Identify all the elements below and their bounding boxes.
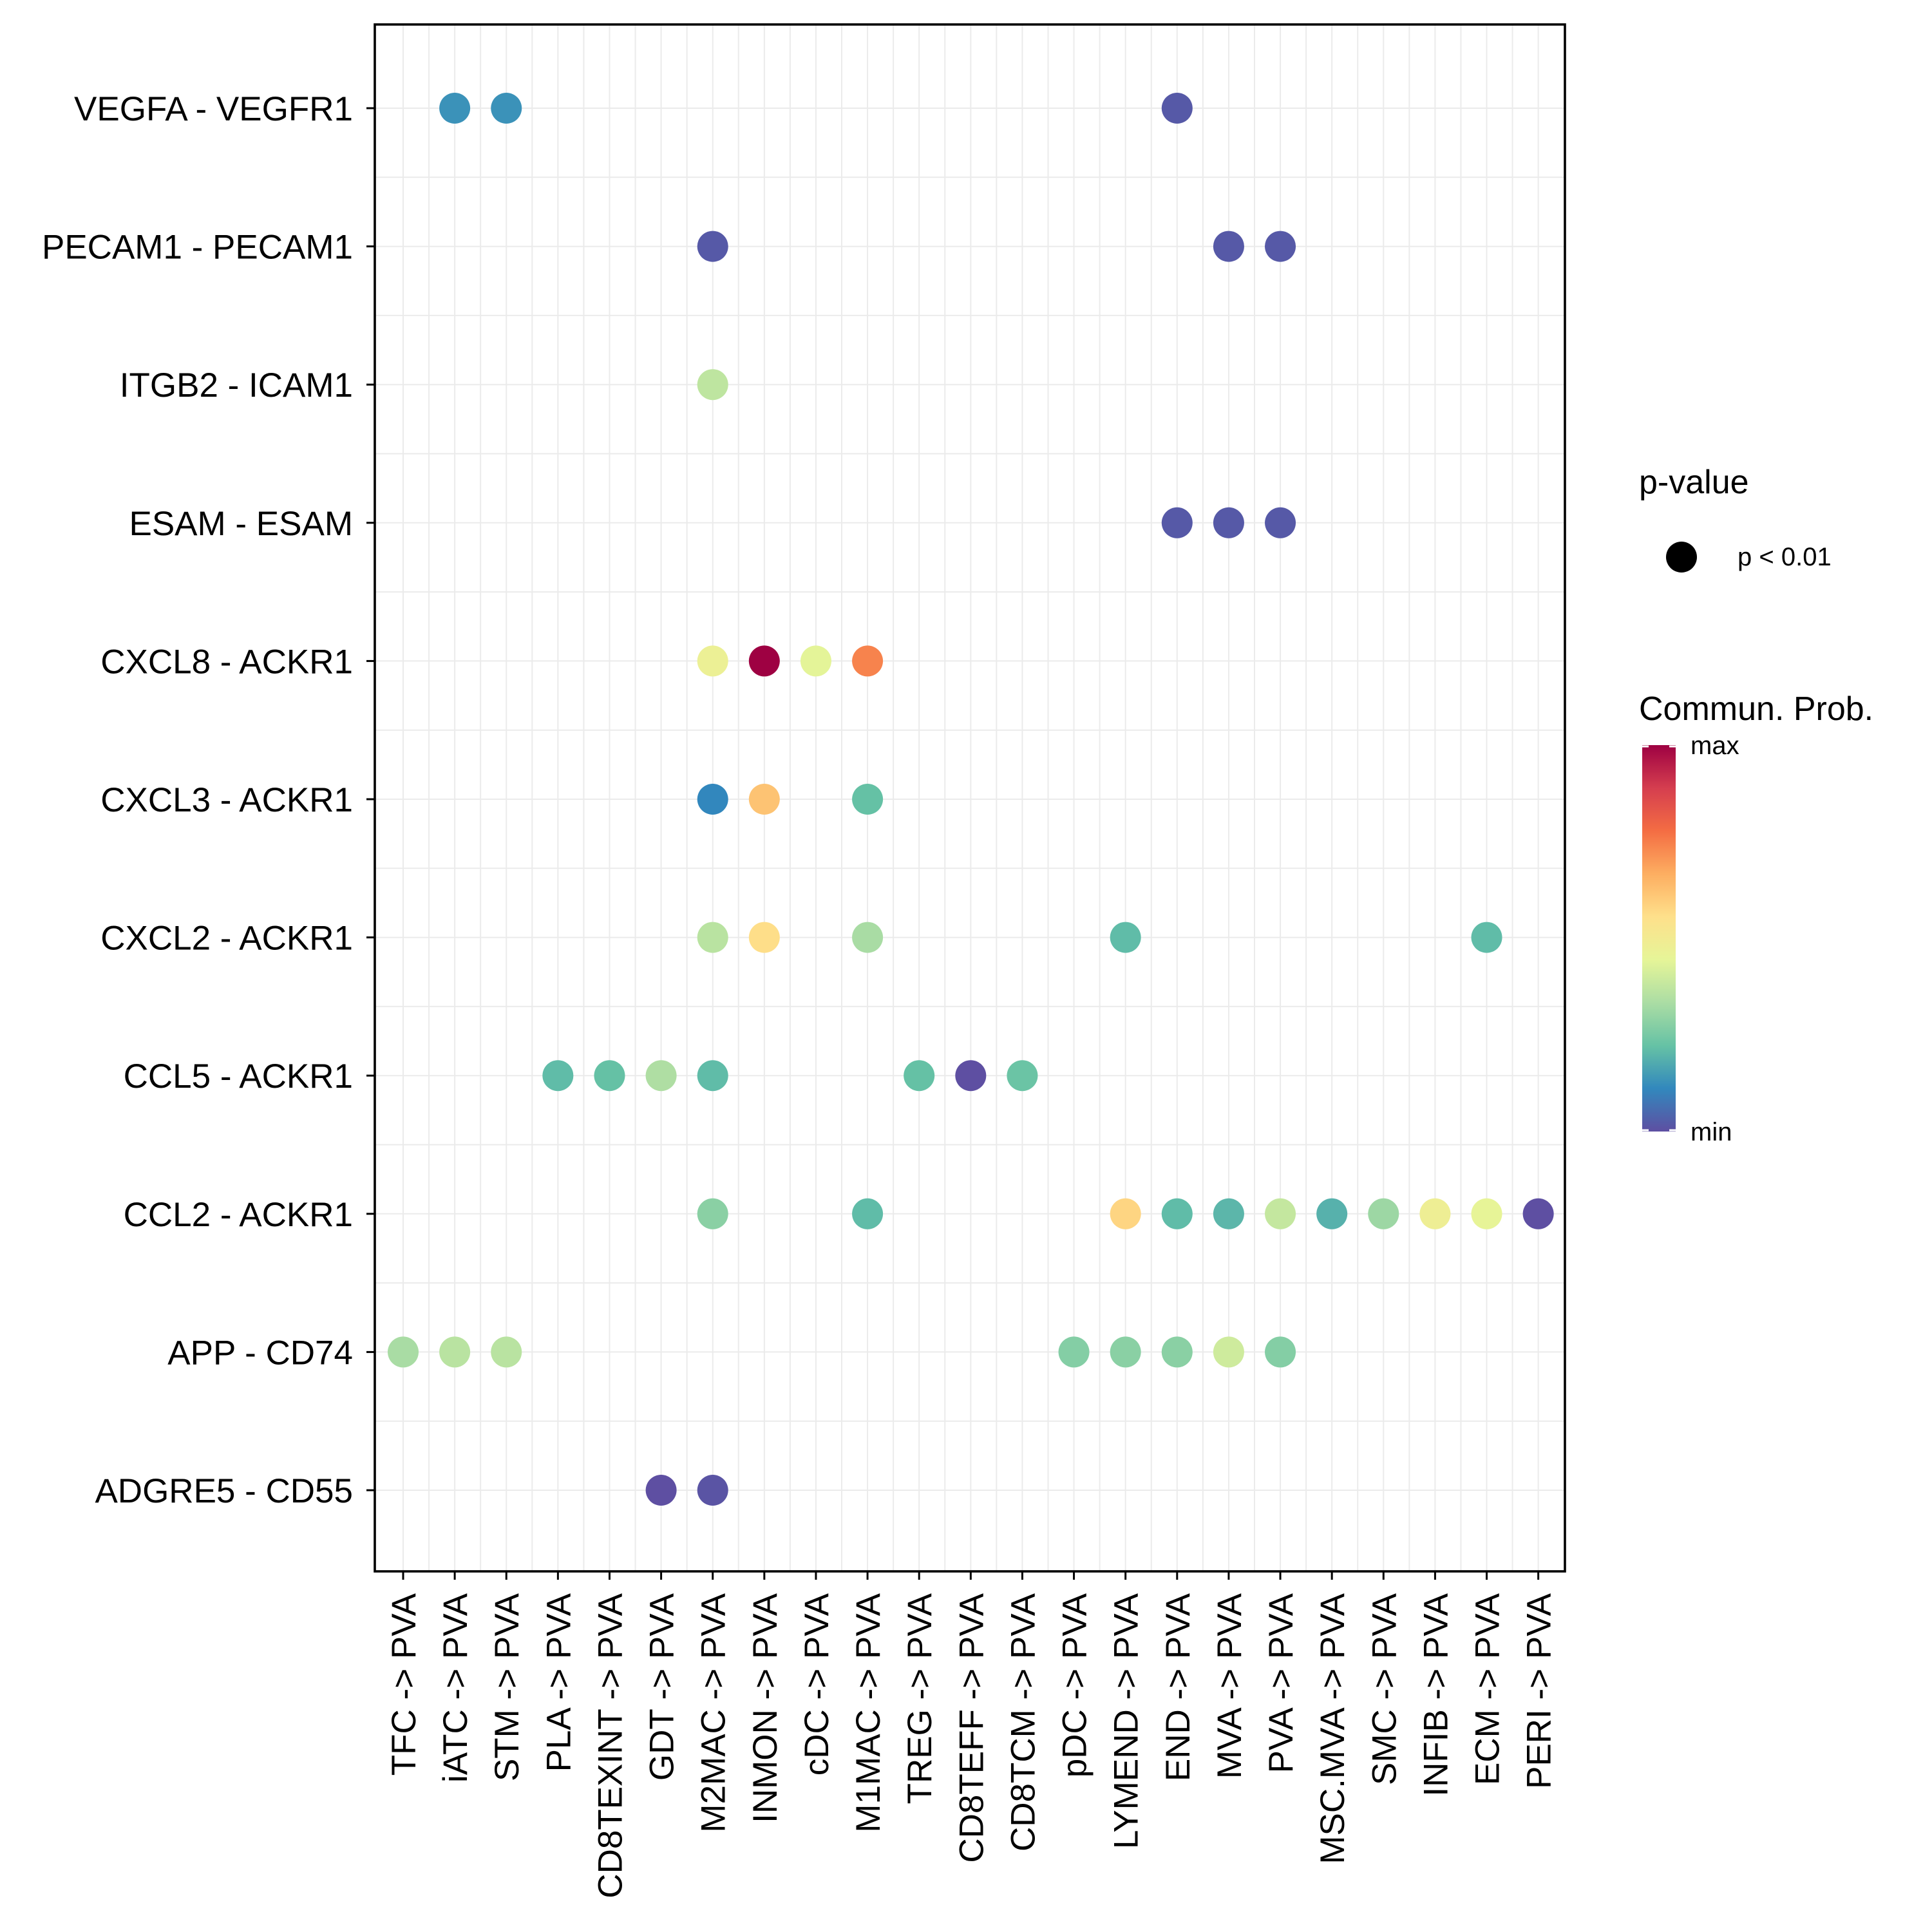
x-label-msc-mva-pva: MSC.MVA -> PVA	[1314, 1593, 1352, 1864]
commun-prob-legend-title: Commun. Prob.	[1639, 690, 1873, 728]
commun-prob-legend: Commun. Prob. max min	[1639, 690, 1873, 1146]
x-label-gdt-pva: GDT -> PVA	[643, 1593, 681, 1781]
x-label-cd8texint-pva: CD8TEXINT -> PVA	[591, 1593, 629, 1898]
dot-esam-esam-mva-pva	[1213, 507, 1244, 538]
dot-cxcl8-ackr1-cdc-pva	[800, 645, 831, 677]
dot-esam-esam-pva-pva	[1265, 507, 1296, 538]
x-label-iatc-pva: iATC -> PVA	[437, 1593, 475, 1783]
x-label-cd8tcm-pva: CD8TCM -> PVA	[1004, 1593, 1042, 1852]
dot-ccl5-ackr1-cd8texint-pva	[594, 1060, 625, 1092]
colorbar	[1642, 745, 1676, 1132]
dot-ccl2-ackr1-ecm-pva	[1471, 1198, 1502, 1229]
dot-esam-esam-end-pva	[1161, 507, 1193, 538]
dot-ccl5-ackr1-m2mac-pva	[697, 1060, 728, 1092]
dot-cxcl3-ackr1-m2mac-pva	[697, 784, 728, 815]
dot-app-cd74-end-pva	[1161, 1336, 1193, 1368]
x-label-cd8teff-pva: CD8TEFF -> PVA	[952, 1593, 990, 1862]
dot-ccl2-ackr1-end-pva	[1161, 1198, 1193, 1229]
dot-ccl2-ackr1-m2mac-pva	[697, 1198, 728, 1229]
y-label-cxcl3-ackr1: CXCL3 - ACKR1	[100, 781, 353, 819]
x-label-pdc-pva: pDC -> PVA	[1056, 1593, 1094, 1777]
x-label-tfc-pva: TFC -> PVA	[385, 1593, 423, 1776]
x-label-lymend-pva: LYMEND -> PVA	[1108, 1593, 1146, 1849]
dot-cxcl8-ackr1-m2mac-pva	[697, 645, 728, 677]
dot-ccl2-ackr1-msc-mva-pva	[1316, 1198, 1348, 1229]
x-label-m1mac-pva: M1MAC -> PVA	[849, 1593, 887, 1832]
x-label-mva-pva: MVA -> PVA	[1211, 1593, 1249, 1779]
y-label-cxcl8-ackr1: CXCL8 - ACKR1	[100, 643, 353, 681]
dot-vegfa-vegfr1-iatc-pva	[439, 93, 471, 124]
dot-ccl2-ackr1-infib-pva	[1419, 1198, 1451, 1229]
x-label-inmon-pva: INMON -> PVA	[746, 1593, 784, 1823]
y-label-vegfa-vegfr1: VEGFA - VEGFR1	[74, 90, 353, 128]
dot-itgb2-icam1-m2mac-pva	[697, 369, 728, 401]
dot-cxcl2-ackr1-inmon-pva	[748, 922, 780, 953]
dot-adgre5-cd55-m2mac-pva	[697, 1475, 728, 1506]
y-label-itgb2-icam1: ITGB2 - ICAM1	[120, 366, 353, 404]
dot-ccl2-ackr1-m1mac-pva	[852, 1198, 884, 1229]
y-label-pecam1-pecam1: PECAM1 - PECAM1	[42, 229, 353, 267]
dot-cxcl3-ackr1-m1mac-pva	[852, 784, 884, 815]
dot-cxcl8-ackr1-inmon-pva	[748, 645, 780, 677]
dot-vegfa-vegfr1-stm-pva	[491, 93, 522, 124]
dot-ccl2-ackr1-peri-pva	[1522, 1198, 1554, 1229]
dot-vegfa-vegfr1-end-pva	[1161, 93, 1193, 124]
x-label-end-pva: END -> PVA	[1159, 1593, 1197, 1781]
x-label-treg-pva: TREG -> PVA	[901, 1593, 939, 1804]
p-value-legend-key	[1666, 542, 1697, 573]
dot-ccl5-ackr1-cd8tcm-pva	[1007, 1060, 1038, 1092]
y-label-ccl5-ackr1: CCL5 - ACKR1	[124, 1057, 353, 1095]
dot-ccl5-ackr1-pla-pva	[542, 1060, 574, 1092]
y-label-cxcl2-ackr1: CXCL2 - ACKR1	[100, 920, 353, 958]
dot-cxcl3-ackr1-inmon-pva	[748, 784, 780, 815]
dot-adgre5-cd55-gdt-pva	[645, 1475, 677, 1506]
x-label-infib-pva: INFIB -> PVA	[1417, 1593, 1455, 1796]
p-value-legend-label: p < 0.01	[1738, 543, 1832, 571]
dot-ccl5-ackr1-gdt-pva	[645, 1060, 677, 1092]
colorbar-max-label: max	[1690, 732, 1739, 760]
y-axis: VEGFA - VEGFR1 PECAM1 - PECAM1 ITGB2 - ICA…	[42, 90, 375, 1510]
dot-app-cd74-stm-pva	[491, 1336, 522, 1368]
dot-app-cd74-iatc-pva	[439, 1336, 471, 1368]
dot-ccl2-ackr1-pva-pva	[1265, 1198, 1296, 1229]
x-label-smc-pva: SMC -> PVA	[1365, 1593, 1403, 1785]
x-label-ecm-pva: ECM -> PVA	[1469, 1593, 1507, 1785]
dot-pecam1-pecam1-pva-pva	[1265, 231, 1296, 262]
dot-app-cd74-pdc-pva	[1058, 1336, 1090, 1368]
dot-cxcl2-ackr1-ecm-pva	[1471, 922, 1502, 953]
dot-app-cd74-mva-pva	[1213, 1336, 1244, 1368]
x-axis: TFC -> PVA iATC -> PVA STM -> PVA PLA -> PV…	[385, 1571, 1558, 1899]
y-label-esam-esam: ESAM - ESAM	[129, 505, 353, 543]
dot-cxcl8-ackr1-m1mac-pva	[852, 645, 884, 677]
dot-pecam1-pecam1-mva-pva	[1213, 231, 1244, 262]
dot-app-cd74-tfc-pva	[388, 1336, 419, 1368]
x-label-m2mac-pva: M2MAC -> PVA	[695, 1593, 733, 1832]
dot-ccl2-ackr1-smc-pva	[1368, 1198, 1399, 1229]
y-label-app-cd74: APP - CD74	[167, 1334, 353, 1372]
dot-ccl5-ackr1-treg-pva	[904, 1060, 935, 1092]
x-label-pla-pva: PLA -> PVA	[540, 1593, 578, 1772]
p-value-legend-title: p-value	[1639, 464, 1749, 501]
y-label-adgre5-cd55: ADGRE5 - CD55	[95, 1472, 353, 1510]
x-label-cdc-pva: cDC -> PVA	[798, 1593, 836, 1776]
colorbar-min-label: min	[1690, 1118, 1732, 1146]
dot-cxcl2-ackr1-m1mac-pva	[852, 922, 884, 953]
y-label-ccl2-ackr1: CCL2 - ACKR1	[124, 1196, 353, 1234]
dot-ccl5-ackr1-cd8teff-pva	[955, 1060, 987, 1092]
dot-cxcl2-ackr1-lymend-pva	[1110, 922, 1141, 953]
dot-app-cd74-lymend-pva	[1110, 1336, 1141, 1368]
dot-cxcl2-ackr1-m2mac-pva	[697, 922, 728, 953]
p-value-legend: p-value p < 0.01	[1639, 464, 1832, 573]
dot-pecam1-pecam1-m2mac-pva	[697, 231, 728, 262]
x-label-pva-pva: PVA -> PVA	[1262, 1593, 1300, 1773]
dot-ccl2-ackr1-lymend-pva	[1110, 1198, 1141, 1229]
dot-app-cd74-pva-pva	[1265, 1336, 1296, 1368]
dot-ccl2-ackr1-mva-pva	[1213, 1198, 1244, 1229]
data-points	[388, 93, 1554, 1506]
x-label-peri-pva: PERI -> PVA	[1520, 1593, 1558, 1789]
x-label-stm-pva: STM -> PVA	[488, 1593, 526, 1781]
